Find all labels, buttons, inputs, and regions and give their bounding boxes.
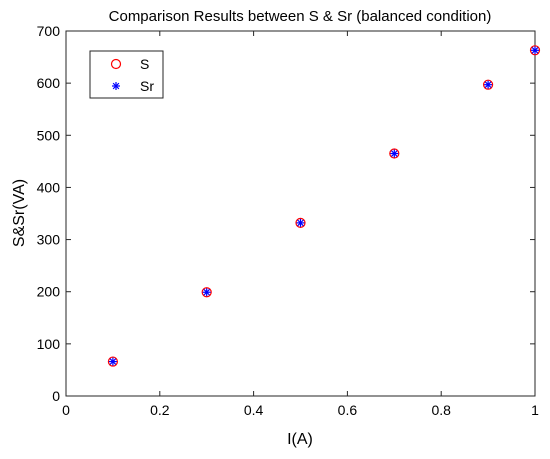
y-axis-label: S&Sr(VA)	[11, 179, 28, 247]
s-point	[389, 148, 400, 159]
s-point	[529, 45, 541, 56]
x-tick-label: 0.4	[244, 402, 264, 418]
asterisk-stroke	[390, 150, 398, 157]
chart-title: Comparison Results between S & Sr (balan…	[109, 8, 492, 25]
legend-label-sr: Sr	[140, 78, 154, 94]
data-points	[107, 45, 541, 367]
y-tick-label: 100	[37, 336, 61, 352]
y-tick-label: 0	[52, 388, 60, 404]
y-tick-label: 300	[37, 232, 61, 248]
legend-box	[89, 50, 164, 99]
sr-point	[296, 218, 305, 227]
asterisk-stroke	[203, 288, 211, 296]
s-point	[201, 287, 212, 298]
legend-label-s: S	[140, 56, 149, 72]
sr-point	[202, 288, 211, 297]
x-axis-label: I(A)	[287, 431, 313, 448]
y-tick-label: 700	[37, 23, 61, 39]
x-tick-label: 0.6	[338, 402, 358, 418]
y-tick-label: 200	[37, 284, 61, 300]
y-axis: 0 100 200 300 400 500 600 700	[37, 23, 535, 404]
asterisk-stroke	[112, 82, 120, 90]
asterisk-stroke	[531, 46, 539, 54]
x-axis: 0 0.2 0.4 0.6 0.8 1	[62, 31, 539, 418]
asterisk-stroke	[484, 81, 492, 89]
y-tick-label: 400	[37, 179, 61, 195]
x-tick-label: 0.8	[431, 402, 451, 418]
sr-point	[531, 46, 539, 55]
legend-marker-sr	[112, 82, 120, 90]
x-tick-label: 1	[531, 402, 539, 418]
asterisk-stroke	[109, 358, 117, 365]
sr-point	[108, 357, 117, 366]
sr-point	[390, 149, 399, 158]
s-point	[107, 356, 119, 367]
asterisk-stroke	[297, 219, 304, 227]
legend: S Sr	[89, 50, 164, 99]
y-tick-label: 500	[37, 127, 61, 143]
sr-point	[484, 80, 493, 89]
y-tick-label: 600	[37, 75, 61, 91]
s-point	[295, 217, 306, 228]
x-tick-label: 0	[62, 402, 70, 418]
s-point	[483, 79, 494, 90]
x-tick-label: 0.2	[150, 402, 170, 418]
legend-marker-s	[110, 58, 122, 70]
